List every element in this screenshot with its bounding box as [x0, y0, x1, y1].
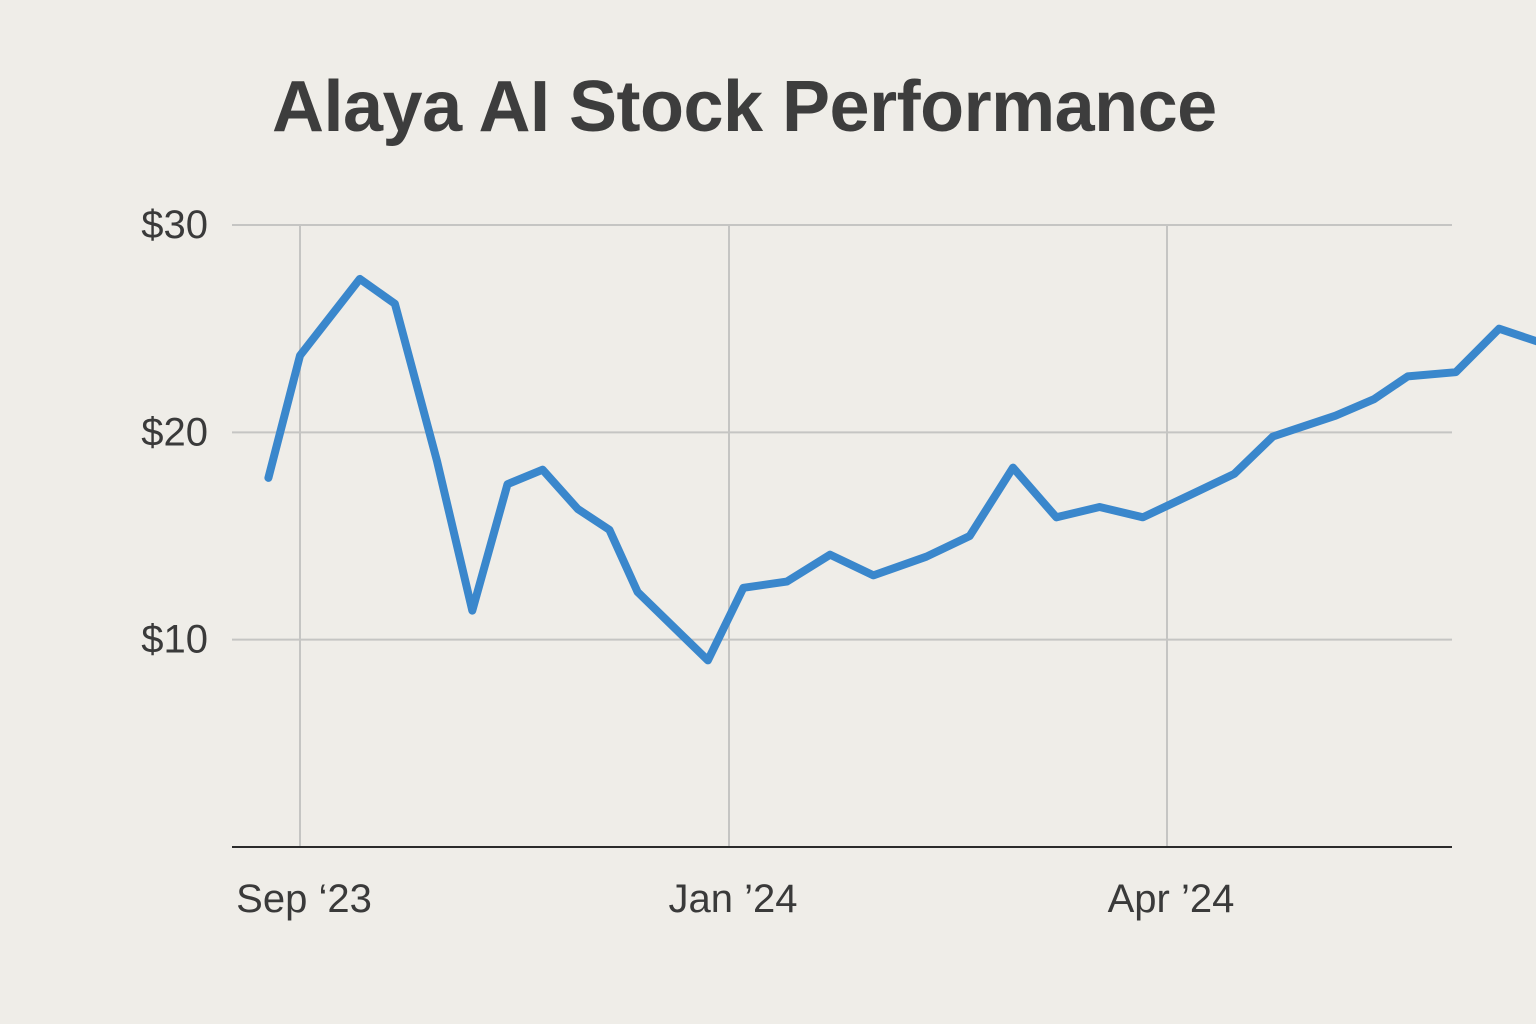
chart-title: Alaya AI Stock Performance: [272, 67, 1217, 147]
price-series-line: [264, 274, 1536, 665]
y-tick-label: $30: [141, 203, 208, 247]
x-axis-ticks: Sep ‘23 Jan ’24 Apr ’24: [236, 877, 1234, 921]
y-axis-ticks: $10 $20 $30: [141, 203, 208, 662]
x-tick-label: Sep ‘23: [236, 877, 372, 921]
x-tick-label: Jan ’24: [669, 877, 798, 921]
series-layer: [264, 274, 1536, 665]
y-tick-label: $20: [141, 410, 208, 454]
y-tick-label: $10: [141, 618, 208, 662]
grid: [232, 224, 1452, 847]
x-tick-label: Apr ’24: [1108, 877, 1235, 921]
